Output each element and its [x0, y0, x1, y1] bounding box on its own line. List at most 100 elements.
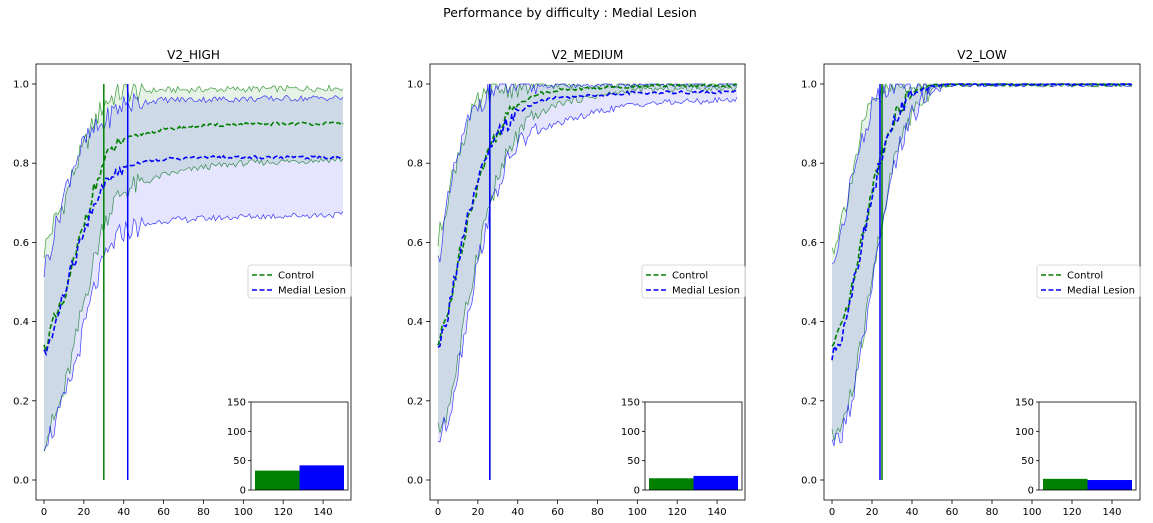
subplot-v2_low: V2_LOW 0.0 0.2 0.4 0.6 0.8 1.0 0 20 40 60 80 100 120 1… — [801, 48, 1141, 518]
inset-frame — [1038, 401, 1137, 491]
band-lower-edge-1 — [43, 211, 344, 452]
x-tick-label: 60 — [551, 507, 564, 518]
inset-y-tick-label: 100 — [227, 427, 246, 438]
inset-bar-chart: 0 50 100 150 — [227, 398, 349, 497]
y-tick-label: 0.2 — [801, 396, 817, 407]
subplot-container: V2_HIGH 0.0 0.2 0.4 0.6 0.8 1.0 0 20 40 60 80 100 120… — [13, 48, 1141, 518]
inset-bar-0 — [255, 470, 300, 490]
y-tick-label: 0.6 — [13, 238, 29, 249]
mean-line-1 — [831, 83, 1133, 361]
x-tick-label: 120 — [1062, 507, 1081, 518]
confidence-band-1 — [44, 93, 343, 451]
x-tick-label: 0 — [435, 507, 441, 518]
inset-y-tick-label: 150 — [227, 398, 246, 409]
inset-area — [1039, 402, 1136, 490]
inset-y-tick-label: 150 — [1015, 398, 1034, 409]
x-tick-label: 80 — [591, 507, 604, 518]
inset-y-tick-label: 100 — [1015, 427, 1034, 438]
y-tick-label: 1.0 — [407, 80, 423, 91]
inset-y-tick-label: 50 — [1021, 456, 1034, 467]
x-tick-label: 100 — [234, 507, 253, 518]
mean-line-0 — [43, 121, 344, 355]
legend-label: Control — [1067, 271, 1103, 282]
band-lower-edge-1 — [437, 96, 738, 443]
x-tick-label: 60 — [946, 507, 959, 518]
x-tick-label: 60 — [157, 507, 170, 518]
x-tick-label: 80 — [986, 507, 999, 518]
subplot-title: V2_MEDIUM — [552, 48, 624, 62]
legend-label: Medial Lesion — [1067, 286, 1135, 297]
legend-box — [641, 264, 746, 299]
subplot-title: V2_HIGH — [167, 48, 220, 62]
mean-line-1 — [43, 154, 344, 357]
inset-y-tick-label: 0 — [240, 486, 246, 497]
legend-label: Medial Lesion — [278, 286, 346, 297]
band-lower-edge-0 — [43, 157, 344, 452]
x-tick-label: 80 — [197, 507, 210, 518]
band-upper-edge-1 — [437, 83, 738, 263]
inset-frame — [250, 401, 349, 491]
y-tick-label: 1.0 — [13, 80, 29, 91]
x-tick-label: 100 — [628, 507, 647, 518]
figure-title: Performance by difficulty : Medial Lesio… — [443, 5, 697, 20]
x-tick-label: 40 — [511, 507, 524, 518]
legend: Control Medial Lesion — [247, 264, 352, 299]
band-upper-edge-1 — [43, 92, 344, 278]
inset-y-tick-label: 100 — [621, 427, 640, 438]
legend-label: Control — [672, 271, 708, 282]
subplot-v2_high: V2_HIGH 0.0 0.2 0.4 0.6 0.8 1.0 0 20 40 60 80 100 120… — [13, 48, 352, 518]
y-tick-label: 0.0 — [801, 476, 817, 487]
y-tick-label: 0.2 — [407, 396, 423, 407]
legend-label: Control — [278, 271, 314, 282]
x-tick-label: 40 — [906, 507, 919, 518]
subplot-v2_medium: V2_MEDIUM 0.0 0.2 0.4 0.6 0.8 1.0 0 20 40 60 80 100 1… — [407, 48, 746, 518]
inset-y-tick-label: 50 — [233, 456, 246, 467]
band-lower-edge-0 — [437, 85, 738, 433]
inset-bar-0 — [1043, 478, 1088, 490]
inset-bar-0 — [649, 478, 694, 490]
y-tick-label: 0.6 — [407, 238, 423, 249]
x-tick-label: 20 — [77, 507, 90, 518]
x-tick-label: 120 — [274, 507, 293, 518]
y-tick-label: 0.8 — [801, 159, 817, 170]
x-tick-label: 120 — [668, 507, 687, 518]
x-tick-label: 20 — [866, 507, 879, 518]
x-tick-label: 140 — [314, 507, 333, 518]
x-tick-label: 40 — [117, 507, 130, 518]
x-tick-label: 100 — [1022, 507, 1041, 518]
y-tick-label: 0.0 — [407, 476, 423, 487]
y-tick-label: 0.4 — [407, 317, 423, 328]
inset-y-tick-label: 0 — [1028, 486, 1034, 497]
y-tick-label: 0.4 — [13, 317, 29, 328]
legend: Control Medial Lesion — [641, 264, 746, 299]
x-tick-label: 20 — [471, 507, 484, 518]
inset-y-tick-label: 50 — [627, 456, 640, 467]
y-tick-label: 0.2 — [13, 396, 29, 407]
band-upper-edge-0 — [43, 82, 344, 258]
inset-bar-chart: 0 50 100 150 — [1015, 398, 1137, 497]
x-tick-label: 140 — [708, 507, 727, 518]
inset-y-tick-label: 150 — [621, 398, 640, 409]
inset-bar-chart: 0 50 100 150 — [621, 398, 743, 497]
legend-label: Medial Lesion — [672, 286, 740, 297]
inset-frame — [644, 401, 743, 491]
legend: Control Medial Lesion — [1036, 264, 1141, 299]
inset-bar-1 — [693, 475, 738, 490]
x-tick-label: 0 — [829, 507, 835, 518]
inset-bar-1 — [299, 465, 344, 490]
inset-bar-1 — [1087, 480, 1132, 490]
y-tick-label: 0.8 — [407, 159, 423, 170]
y-tick-label: 0.8 — [13, 159, 29, 170]
inset-area — [645, 402, 742, 490]
legend-box — [1036, 264, 1141, 299]
mean-line-1 — [437, 89, 738, 349]
y-tick-label: 1.0 — [801, 80, 817, 91]
y-tick-label: 0.0 — [13, 476, 29, 487]
subplot-title: V2_LOW — [957, 48, 1007, 62]
y-tick-label: 0.4 — [801, 317, 817, 328]
x-tick-label: 140 — [1102, 507, 1121, 518]
confidence-band-0 — [44, 84, 343, 452]
mean-line-0 — [437, 82, 738, 346]
y-tick-label: 0.6 — [801, 238, 817, 249]
